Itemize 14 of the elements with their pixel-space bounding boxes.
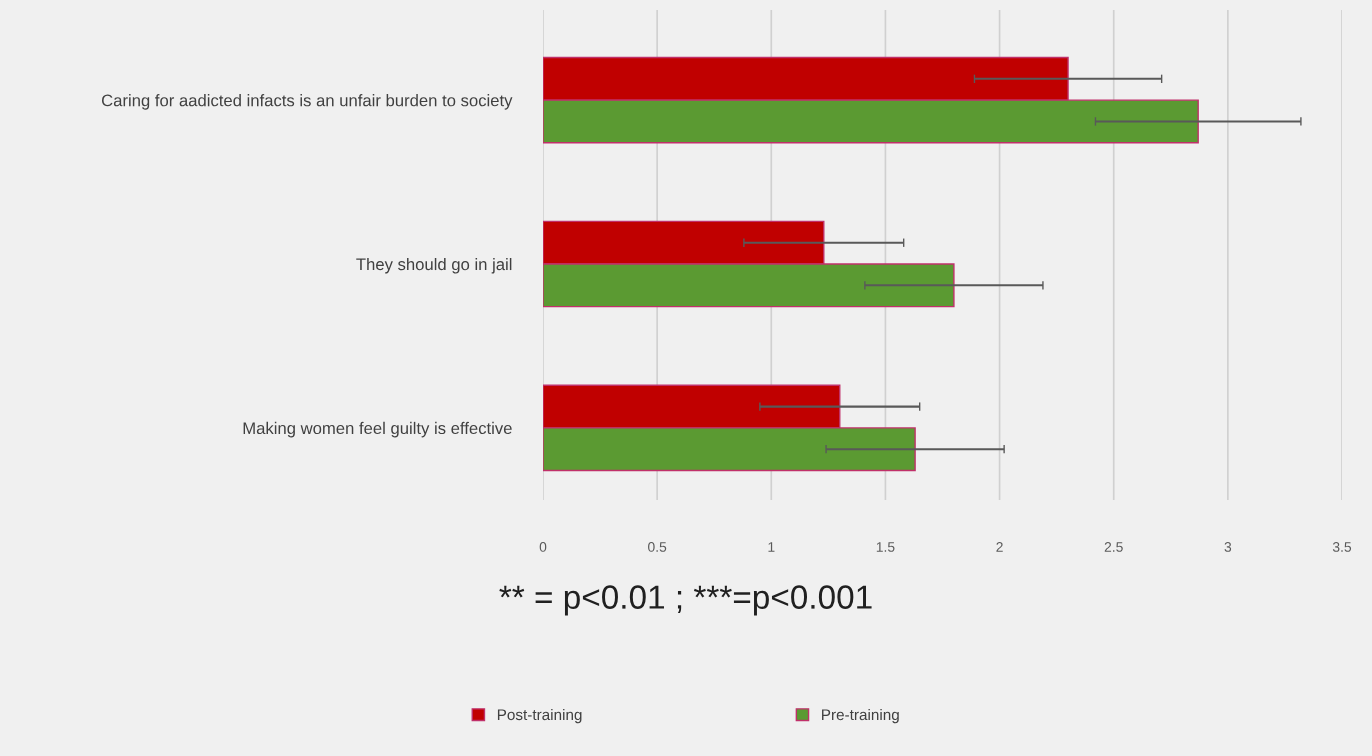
text: ** = p<0.01 ; ***=p<0.001 bbox=[499, 585, 872, 616]
y-tick-label: They should go in jail bbox=[356, 257, 512, 274]
x-tick-label: 0.5 bbox=[648, 542, 667, 552]
x-tick-label: 3.5 bbox=[1332, 542, 1352, 552]
legend-label: Pre-training bbox=[822, 708, 899, 724]
legend-label: Post-training bbox=[497, 708, 582, 724]
y-tick-label: Caring for aadicted infacts is an unfair burden to society bbox=[101, 94, 513, 110]
x-tick-label: 2.5 bbox=[1104, 542, 1123, 552]
x-tick-label: 1.5 bbox=[876, 542, 895, 552]
x-tick-label: 3 bbox=[1224, 542, 1232, 552]
x-tick-label: 0 bbox=[539, 542, 547, 552]
x-tick-label: 1 bbox=[768, 542, 775, 552]
y-tick-label: Making women feel guilty is effective bbox=[243, 421, 512, 438]
x-tick-label: 2 bbox=[996, 542, 1003, 552]
